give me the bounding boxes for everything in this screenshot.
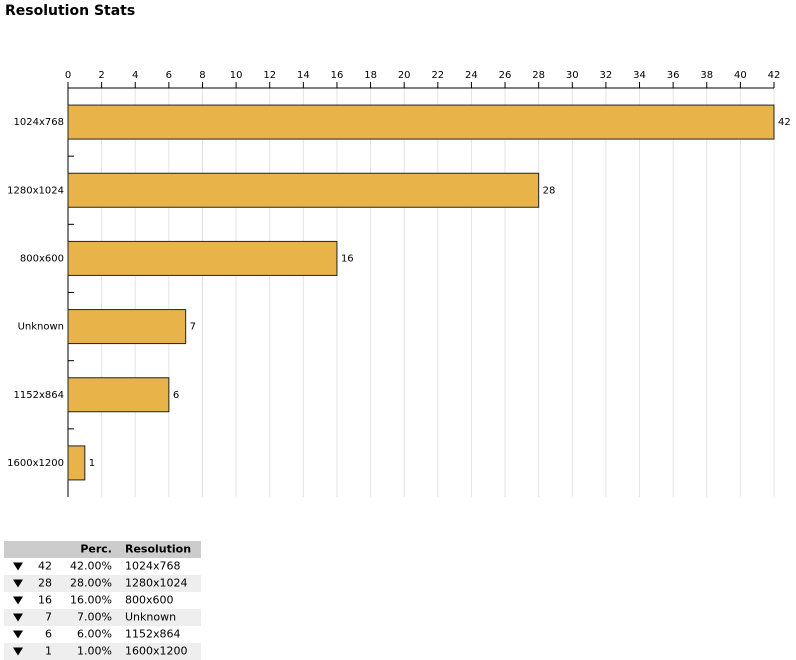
bar (67, 172, 540, 208)
column-header: Perc. (80, 543, 112, 556)
x-tick-label: 30 (566, 70, 579, 81)
value-label: 1 (89, 458, 95, 469)
x-tick-label: 22 (431, 70, 444, 81)
x-tick-label: 14 (297, 70, 310, 81)
percent-cell: 7.00% (77, 611, 112, 624)
x-tick-label: 10 (230, 70, 243, 81)
count-cell: 16 (38, 594, 52, 607)
resolution-cell: 1600x1200 (125, 645, 188, 658)
resolution-cell: 800x600 (125, 594, 174, 607)
value-label: 28 (543, 185, 556, 196)
bar (67, 104, 775, 140)
percent-cell: 1.00% (77, 645, 112, 658)
y-tick-label: Unknown (18, 322, 64, 333)
count-cell: 6 (45, 628, 52, 641)
sort-arrow (13, 647, 23, 656)
value-label: 6 (173, 390, 179, 401)
x-tick-label: 4 (132, 70, 138, 81)
x-tick-label: 18 (364, 70, 377, 81)
sort-arrow (13, 579, 23, 588)
table-row-bg (4, 609, 201, 626)
resolution-cell: 1280x1024 (125, 577, 188, 590)
x-tick-label: 26 (499, 70, 512, 81)
count-cell: 42 (38, 560, 52, 573)
y-tick-label: 1152x864 (14, 390, 64, 401)
y-tick-label: 1600x1200 (7, 458, 64, 469)
value-label: 7 (190, 322, 196, 333)
x-tick-label: 24 (465, 70, 478, 81)
x-tick-label: 8 (199, 70, 205, 81)
sort-arrow (13, 613, 23, 622)
table-row-bg (4, 592, 201, 609)
x-tick-label: 36 (667, 70, 680, 81)
table-row-bg (4, 643, 201, 660)
x-tick-label: 40 (734, 70, 747, 81)
bar (67, 377, 170, 413)
y-tick-label: 800x600 (20, 253, 64, 264)
x-tick-label: 12 (263, 70, 276, 81)
sort-arrow (13, 630, 23, 639)
table-row-bg (4, 558, 201, 575)
bar (67, 445, 86, 481)
x-tick-label: 20 (398, 70, 411, 81)
percent-cell: 42.00% (70, 560, 112, 573)
sort-arrow (13, 596, 23, 605)
resolution-cell: 1024x768 (125, 560, 181, 573)
x-tick-label: 28 (532, 70, 545, 81)
value-label: 42 (778, 117, 791, 128)
count-cell: 28 (38, 577, 52, 590)
sort-arrow (13, 562, 23, 571)
count-cell: 7 (45, 611, 52, 624)
x-tick-label: 32 (600, 70, 613, 81)
x-tick-label: 38 (700, 70, 713, 81)
bar (67, 240, 338, 276)
table-header-bg (4, 541, 201, 558)
bar (67, 309, 187, 345)
column-header: Resolution (125, 543, 191, 556)
resolution-cell: Unknown (125, 611, 176, 624)
table-row-bg (4, 626, 201, 643)
x-tick-label: 42 (768, 70, 781, 81)
value-label: 16 (341, 253, 354, 264)
x-tick-label: 2 (98, 70, 104, 81)
x-tick-label: 34 (633, 70, 646, 81)
percent-cell: 6.00% (77, 628, 112, 641)
resolution-cell: 1152x864 (125, 628, 181, 641)
x-tick-label: 0 (65, 70, 71, 81)
percent-cell: 28.00% (70, 577, 112, 590)
y-tick-label: 1280x1024 (7, 185, 64, 196)
x-tick-label: 16 (331, 70, 344, 81)
y-tick-label: 1024x768 (14, 117, 64, 128)
table-row-bg (4, 575, 201, 592)
count-cell: 1 (45, 645, 52, 658)
page-title: Resolution Stats (5, 3, 135, 19)
x-tick-label: 6 (166, 70, 172, 81)
percent-cell: 16.00% (70, 594, 112, 607)
